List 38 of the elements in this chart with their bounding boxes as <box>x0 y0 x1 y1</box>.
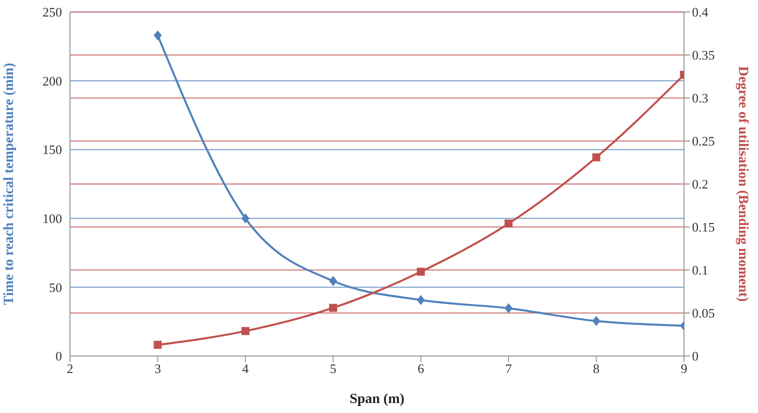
point <box>241 327 250 336</box>
point <box>329 276 338 286</box>
y2-tick-label: 0.4 <box>692 4 709 20</box>
y-tick-label: 150 <box>42 142 62 158</box>
y2-tick-label: 0.3 <box>692 90 708 106</box>
point <box>504 303 513 314</box>
point <box>329 304 338 312</box>
point <box>416 294 425 305</box>
y2-axis-title: Degree of utilisation (Bending moment) <box>735 66 750 302</box>
y2-tick-label: 0 <box>692 348 698 364</box>
y2-tick-label: 0.05 <box>692 306 715 321</box>
y-axis-title: Time to reach critical temperature (min) <box>2 62 17 306</box>
y-tick-label: 0 <box>56 348 62 364</box>
point <box>154 30 162 40</box>
y2-tick-label: 0.1 <box>692 262 708 278</box>
x-axis-title: Span (m) <box>350 392 405 407</box>
y-tick-label: 100 <box>42 211 62 226</box>
x-tick-label: 6 <box>418 361 425 376</box>
x-tick-label: 7 <box>505 361 512 376</box>
y2-tick-label: 0.2 <box>692 176 708 192</box>
x-tick-label: 9 <box>680 361 688 376</box>
x-tick-label: 3 <box>154 361 161 376</box>
y-tick-label: 250 <box>42 4 62 20</box>
x-tick-label: 2 <box>66 361 74 376</box>
point <box>416 268 425 276</box>
x-tick-label: 5 <box>330 361 336 376</box>
point <box>504 220 513 228</box>
x-tick-label: 8 <box>593 361 600 376</box>
y-tick-label: 200 <box>42 73 62 88</box>
y2-tick-label: 0.25 <box>692 134 715 149</box>
x-tick-label: 4 <box>242 361 250 376</box>
point <box>154 340 162 349</box>
point <box>592 316 600 326</box>
y2-tick-label: 0.15 <box>692 220 715 235</box>
y2-tick-label: 0.35 <box>692 48 715 63</box>
y-tick-label: 50 <box>49 280 62 295</box>
point <box>592 153 600 162</box>
point <box>241 213 250 224</box>
